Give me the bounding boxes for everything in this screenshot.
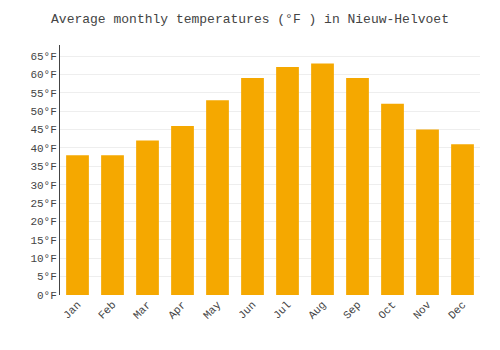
svg-text:0°F: 0°F bbox=[37, 290, 57, 302]
svg-text:10°F: 10°F bbox=[30, 253, 56, 265]
svg-text:Nov: Nov bbox=[411, 299, 434, 322]
svg-text:Apr: Apr bbox=[166, 299, 188, 321]
svg-text:20°F: 20°F bbox=[30, 216, 56, 228]
svg-text:Mar: Mar bbox=[131, 299, 153, 321]
svg-text:45°F: 45°F bbox=[30, 124, 56, 136]
svg-text:Jul: Jul bbox=[271, 299, 293, 321]
svg-text:60°F: 60°F bbox=[30, 69, 56, 81]
svg-text:Average monthly temperatures (: Average monthly temperatures (°F ) in Ni… bbox=[51, 12, 449, 27]
svg-text:Jun: Jun bbox=[236, 299, 258, 321]
svg-text:25°F: 25°F bbox=[30, 198, 56, 210]
svg-text:Sep: Sep bbox=[341, 299, 363, 321]
svg-text:Jan: Jan bbox=[61, 299, 83, 321]
svg-text:May: May bbox=[201, 299, 224, 322]
svg-text:Feb: Feb bbox=[96, 299, 118, 321]
svg-text:Aug: Aug bbox=[306, 299, 328, 321]
svg-text:5°F: 5°F bbox=[37, 271, 57, 283]
svg-text:Oct: Oct bbox=[376, 299, 398, 321]
svg-text:15°F: 15°F bbox=[30, 235, 56, 247]
svg-text:65°F: 65°F bbox=[30, 51, 56, 63]
svg-text:50°F: 50°F bbox=[30, 106, 56, 118]
svg-text:35°F: 35°F bbox=[30, 161, 56, 173]
svg-text:55°F: 55°F bbox=[30, 88, 56, 100]
svg-text:Dec: Dec bbox=[446, 299, 468, 321]
svg-text:40°F: 40°F bbox=[30, 143, 56, 155]
svg-text:30°F: 30°F bbox=[30, 180, 56, 192]
